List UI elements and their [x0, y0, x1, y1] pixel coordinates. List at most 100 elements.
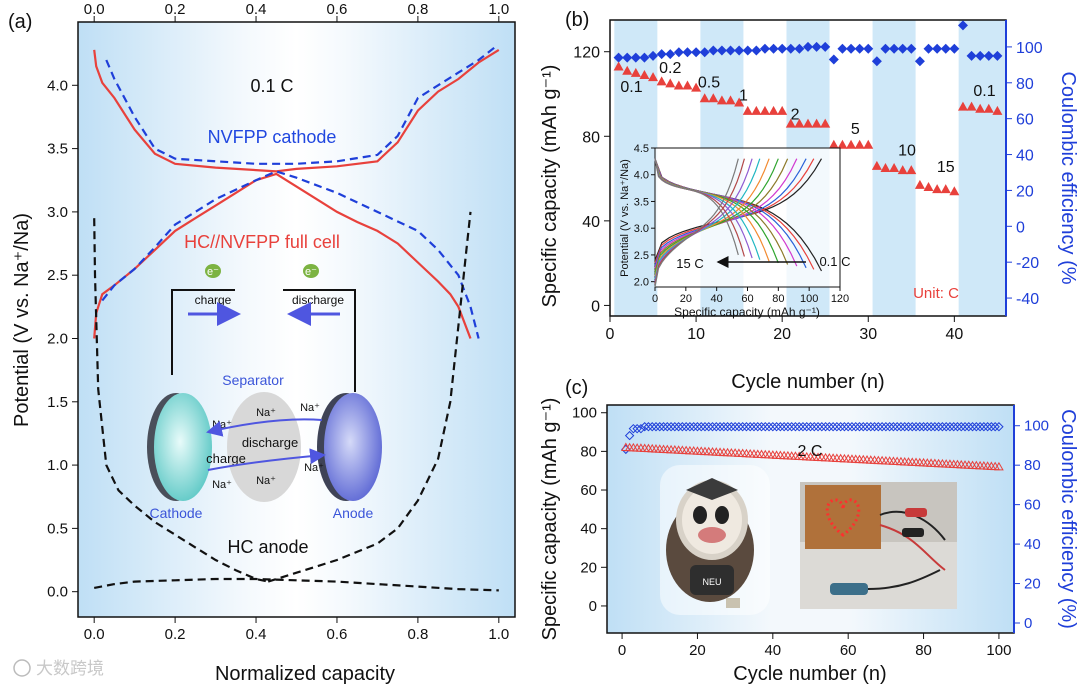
- capacity-point: [639, 69, 650, 79]
- efficiency-point: [771, 422, 782, 432]
- efficiency-point: [677, 422, 688, 432]
- efficiency-point: [979, 422, 989, 432]
- y-tick-label: 3.0: [47, 204, 68, 221]
- efficiency-point: [884, 422, 895, 432]
- y2-tick-label: 40: [1024, 536, 1041, 553]
- panel-a: 0.0 0.2 0.4 0.6 0.8 1.0 0.0 0.2 0.4 0.6 0.8 1.0 0.0 0…: [8, 1, 516, 685]
- efficiency-point: [811, 41, 822, 52]
- panel-b-series: [613, 20, 1003, 196]
- cathode-annotation: NVFPP cathode: [208, 127, 337, 147]
- efficiency-point: [666, 422, 676, 432]
- efficiency-point: [966, 50, 977, 61]
- y-tick-label: 80: [580, 443, 597, 460]
- electron-icon: [303, 264, 319, 278]
- efficiency-point: [760, 422, 770, 432]
- capacity-point: [914, 179, 925, 189]
- efficiency-point: [759, 43, 770, 54]
- efficiency-point: [670, 422, 680, 432]
- efficiency-point: [926, 422, 936, 432]
- efficiency-point: [915, 422, 925, 432]
- rate-label: 0.1: [620, 79, 642, 96]
- efficiency-point: [622, 52, 633, 63]
- efficiency-point: [854, 422, 865, 432]
- x-tick-label: 0.2: [165, 626, 186, 643]
- rate-label: 5: [851, 121, 860, 138]
- efficiency-point: [911, 422, 921, 432]
- efficiency-point: [725, 45, 736, 56]
- efficiency-point: [681, 422, 691, 432]
- efficiency-point: [749, 422, 759, 432]
- efficiency-point: [907, 422, 917, 432]
- series-line: [93, 172, 472, 339]
- x-tick-label: 40: [764, 642, 781, 659]
- efficiency-point: [990, 422, 1000, 432]
- efficiency-point: [756, 422, 767, 432]
- efficiency-point: [960, 422, 970, 432]
- efficiency-point: [794, 43, 805, 54]
- electron-label: e⁻: [207, 266, 219, 278]
- rate-label: 1: [739, 87, 748, 104]
- capacity-point: [906, 165, 917, 175]
- series-line: [105, 46, 496, 165]
- inset-charge-curve: [654, 158, 745, 285]
- y-tick-label: 40: [580, 521, 597, 538]
- y-tick-label: 100: [572, 405, 597, 422]
- efficiency-point: [624, 430, 635, 441]
- y-tick-label: 1.5: [47, 394, 68, 411]
- efficiency-point: [983, 50, 994, 61]
- x-tick-label: 0: [606, 326, 615, 343]
- efficiency-point: [866, 422, 876, 432]
- efficiency-point: [783, 422, 793, 432]
- inset-y-tick-label: 2.0: [634, 277, 649, 289]
- efficiency-point: [779, 422, 789, 432]
- efficiency-point: [685, 422, 695, 432]
- capacity-point: [759, 105, 770, 115]
- y-tick-label: 40: [582, 214, 600, 231]
- y-tick-label: 1.0: [47, 457, 68, 474]
- y2-axis-title: Coulombic efficiency (%: [1057, 71, 1079, 284]
- efficiency-point: [716, 45, 727, 56]
- efficiency-point: [839, 422, 850, 432]
- efficiency-point: [632, 423, 642, 434]
- inset-x-tick-label: 100: [800, 293, 818, 305]
- rate-annotation: 2 C: [798, 443, 823, 460]
- efficiency-point: [692, 422, 703, 432]
- efficiency-point: [648, 50, 659, 61]
- x-tick-label: 60: [840, 642, 857, 659]
- capacity-point: [994, 461, 1004, 471]
- efficiency-point: [768, 422, 778, 432]
- series-line: [93, 577, 499, 592]
- discharge-mid-label: discharge: [242, 435, 298, 450]
- panel-c: NEU 0 20 40 60 80 100 0 20 40 60 80 100 0 20 40 60 80 100…: [539, 377, 1079, 685]
- capacity-point: [742, 105, 753, 115]
- efficiency-point: [986, 422, 997, 432]
- svg-text:NEU: NEU: [702, 577, 721, 587]
- efficiency-point: [708, 45, 719, 56]
- efficiency-point: [881, 422, 891, 432]
- inset-x-tick-label: 0: [652, 293, 658, 305]
- efficiency-point: [817, 422, 827, 432]
- panel-label: (c): [565, 377, 588, 399]
- efficiency-point: [932, 43, 943, 54]
- battery-schematic: e⁻ e⁻ charge discharge Separator Na⁺ Na⁺…: [147, 264, 382, 521]
- capacity-point: [923, 182, 934, 192]
- efficiency-point: [722, 422, 733, 432]
- efficiency-point: [843, 422, 853, 432]
- efficiency-point: [639, 52, 650, 63]
- inset-discharge-curve: [654, 158, 739, 256]
- panel-b-rate-labels: 0.1 0.2 0.5 1 2 5 10 15 0.1: [620, 60, 995, 176]
- capacity-point: [811, 118, 822, 128]
- efficiency-point: [922, 422, 933, 432]
- y2-tick-label: -20: [1016, 255, 1039, 272]
- capacity-point: [889, 163, 900, 172]
- led-heart-photo: [800, 482, 957, 609]
- capacity-point: [932, 184, 943, 194]
- y-tick-label: 60: [580, 482, 597, 499]
- y2-tick-label: 100: [1024, 418, 1049, 435]
- anode-disc-icon: [324, 393, 382, 501]
- y2-tick-label: 20: [1016, 183, 1034, 200]
- y-tick-label: 0.0: [47, 584, 68, 601]
- series-line: [101, 170, 480, 339]
- rate-band: [958, 20, 1006, 316]
- inset-charge-curve: [654, 158, 779, 274]
